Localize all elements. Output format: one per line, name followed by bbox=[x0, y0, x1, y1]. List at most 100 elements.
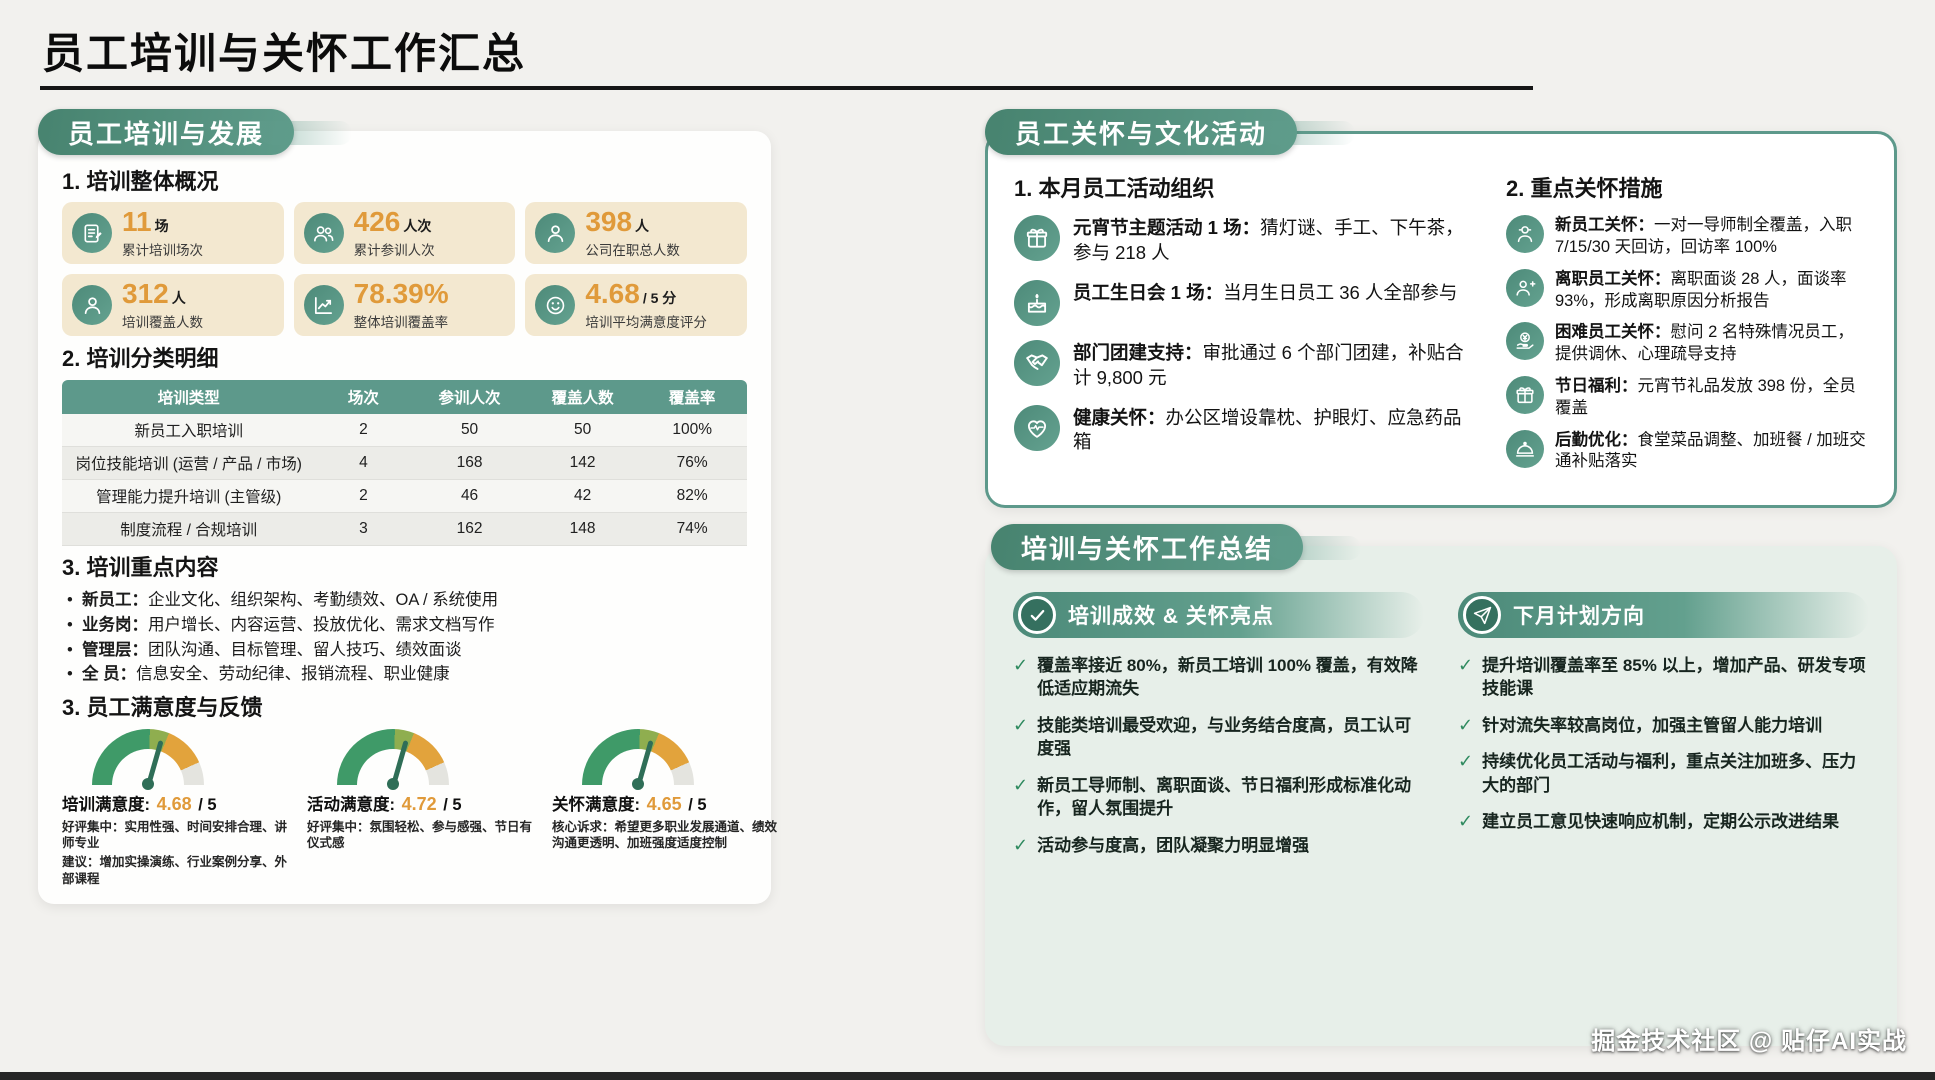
activities-heading: 1. 本月员工活动组织 bbox=[1014, 176, 1215, 201]
activity-label: 部门团建支持： bbox=[1073, 341, 1203, 363]
smiley-icon bbox=[535, 285, 576, 326]
table-cell: 76% bbox=[637, 446, 747, 480]
bullet-text: 企业文化、组织架构、考勤绩效、OA / 系统使用 bbox=[148, 591, 499, 610]
highlight-text: 技能类培训最受欢迎，与业务结合度高，员工认可度强 bbox=[1037, 715, 1412, 759]
stat-card-covered: 312 人 培训覆盖人数 bbox=[62, 274, 284, 337]
plans-column: 下月计划方向 提升培训覆盖率至 85% 以上，增加产品、研发专项技能课 针对流失… bbox=[1458, 592, 1869, 1032]
activity-item: 部门团建支持：审批通过 6 个部门团建，补贴合计 9,800 元 bbox=[1014, 339, 1480, 391]
gauge-hub bbox=[632, 777, 644, 790]
table-cell: 管理能力提升培训 (主管级) bbox=[62, 479, 316, 513]
highlights-column: 培训成效 & 关怀亮点 覆盖率接近 80%，新员工培训 100% 覆盖，有效降低… bbox=[1013, 592, 1424, 1032]
gauge-hub bbox=[387, 777, 399, 790]
table-header-cell: 覆盖人数 bbox=[527, 379, 638, 414]
page-title: 员工培训与关怀工作汇总 bbox=[42, 30, 527, 77]
care-panel: 员工关怀与文化活动 1. 本月员工活动组织 元宵节主题活动 1 场：猜灯谜、手工… bbox=[985, 109, 1897, 508]
bullet-text: 用户增长、内容运营、投放优化、需求文档写作 bbox=[148, 615, 495, 634]
summary-panel: 培训与关怀工作总结 培训成效 & 关怀亮点 覆盖率接近 80%，新员工培训 10… bbox=[985, 524, 1897, 1046]
stat-card-sessions: 11 场 累计培训场次 bbox=[62, 202, 284, 265]
table-cell: 新员工入职培训 bbox=[62, 413, 316, 447]
bullet-text: 信息安全、劳动纪律、报销流程、职业健康 bbox=[136, 665, 450, 684]
stat-label: 培训覆盖人数 bbox=[122, 314, 203, 330]
highlight-text: 活动参与度高，团队凝聚力明显增强 bbox=[1037, 835, 1310, 855]
measure-label: 节日福利： bbox=[1555, 376, 1638, 395]
list-item: 业务岗：用户增长、内容运营、投放优化、需求文档写作 bbox=[62, 613, 747, 638]
gift-icon bbox=[1014, 215, 1060, 262]
summary-panel-header: 培训与关怀工作总结 bbox=[991, 524, 1362, 570]
highlight-item: 覆盖率接近 80%，新员工培训 100% 覆盖，有效降低适应期流失 bbox=[1013, 654, 1424, 701]
gauge-caption: 培训满意度: 4.68 / 5 bbox=[62, 791, 287, 815]
gauge-caption: 活动满意度: 4.72 / 5 bbox=[307, 791, 532, 815]
gift-icon bbox=[1506, 375, 1544, 414]
table-cell: 46 bbox=[411, 479, 528, 513]
check-icon bbox=[1458, 810, 1473, 833]
stat-label: 公司在职总人数 bbox=[585, 242, 680, 258]
list-item: 管理层：团队沟通、目标管理、留人技巧、绩效面谈 bbox=[62, 638, 747, 663]
plan-item: 针对流失率较高岗位，加强主管留人能力培训 bbox=[1458, 714, 1869, 737]
stat-unit: / 5 分 bbox=[642, 289, 677, 306]
stat-card-coverage-rate: 78.39% 整体培训覆盖率 bbox=[293, 274, 516, 337]
training-table-heading: 2. 培训分类明细 bbox=[62, 346, 219, 372]
chart-up-icon bbox=[303, 285, 344, 326]
training-overview-heading: 1. 培训整体概况 bbox=[62, 169, 219, 194]
money-care-icon bbox=[1506, 322, 1544, 361]
stat-card-headcount: 398 人 公司在职总人数 bbox=[525, 202, 747, 265]
measure-label: 新员工关怀： bbox=[1555, 216, 1654, 235]
list-item: 新员工：企业文化、组织架构、考勤绩效、OA / 系统使用 bbox=[62, 588, 747, 613]
measure-item: 节日福利：元宵节礼品发放 398 份，全员覆盖 bbox=[1506, 375, 1868, 420]
stat-label: 培训平均满意度评分 bbox=[585, 314, 707, 330]
handshake-icon bbox=[1014, 339, 1060, 386]
measure-item: 困难员工关怀：慰问 2 名特殊情况员工，提供调休、心理疏导支持 bbox=[1506, 322, 1868, 366]
gauge-chart bbox=[582, 728, 694, 790]
paper-plane-icon bbox=[1463, 596, 1501, 634]
table-cell: 岗位技能培训 (运营 / 产品 / 市场) bbox=[62, 446, 316, 480]
table-cell: 142 bbox=[527, 446, 638, 480]
stat-unit: 场 bbox=[154, 217, 169, 234]
activity-item: 员工生日会 1 场：当月生日员工 36 人全部参与 bbox=[1014, 279, 1480, 326]
person-icon bbox=[535, 213, 576, 254]
stat-unit: 人 bbox=[171, 289, 186, 306]
key-content-list: 新员工：企业文化、组织架构、考勤绩效、OA / 系统使用 业务岗：用户增长、内容… bbox=[62, 588, 747, 687]
check-icon bbox=[1013, 714, 1028, 761]
check-icon bbox=[1458, 714, 1473, 737]
plan-text: 针对流失率较高岗位，加强主管留人能力培训 bbox=[1482, 715, 1823, 735]
measure-text: 食堂菜品调整、加班餐 / 加班交通补贴落实 bbox=[1555, 430, 1866, 471]
activity-text: 当月生日员工 36 人全部参与 bbox=[1223, 281, 1458, 303]
person-plus-icon bbox=[1506, 268, 1544, 307]
stat-value: 312 bbox=[122, 277, 169, 309]
table-cell: 50 bbox=[527, 413, 638, 447]
gauge-chart bbox=[337, 728, 449, 790]
table-cell: 50 bbox=[411, 413, 528, 447]
training-panel-header-label: 员工培训与发展 bbox=[68, 118, 265, 149]
table-row: 制度流程 / 合规培训 3 162 148 74% bbox=[62, 512, 747, 546]
gauge-label: 活动满意度: bbox=[307, 795, 395, 814]
highlight-text: 新员工导师制、离职面谈、节日福利形成标准化动作，留人氛围提升 bbox=[1037, 775, 1412, 819]
plan-item: 建立员工意见快速响应机制，定期公示改进结果 bbox=[1458, 810, 1869, 833]
plan-text: 持续优化员工活动与福利，重点关注加班多、压力大的部门 bbox=[1482, 752, 1857, 795]
people-icon bbox=[303, 213, 344, 254]
table-cell: 2 bbox=[315, 479, 412, 513]
bullet-label: 业务岗： bbox=[82, 615, 148, 634]
gauge-note: 核心诉求：希望更多职业发展通道、绩效沟通更透明、加班强度适度控制 bbox=[552, 819, 778, 851]
gauge-note: 好评集中：实用性强、时间安排合理、讲师专业 bbox=[62, 819, 288, 851]
stat-label: 累计培训场次 bbox=[122, 242, 203, 258]
activity-label: 健康关怀： bbox=[1073, 406, 1166, 428]
stat-label: 累计参训人次 bbox=[353, 242, 435, 258]
highlights-banner-label: 培训成效 & 关怀亮点 bbox=[1068, 605, 1274, 628]
bullet-label: 全 员： bbox=[82, 665, 137, 684]
training-panel: 员工培训与发展 1. 培训整体概况 11 场 累计培训场次 426 人次 累计参训人… bbox=[38, 109, 777, 905]
bullet-text: 团队沟通、目标管理、留人技巧、绩效面谈 bbox=[148, 640, 462, 659]
table-cell: 148 bbox=[527, 512, 638, 546]
check-icon bbox=[1458, 654, 1473, 701]
activity-label: 员工生日会 1 场： bbox=[1073, 281, 1224, 303]
measures-heading: 2. 重点关怀措施 bbox=[1506, 176, 1663, 201]
table-cell: 74% bbox=[637, 512, 747, 546]
measure-item: 后勤优化：食堂菜品调整、加班餐 / 加班交通补贴落实 bbox=[1506, 429, 1868, 474]
gauge-suffix: / 5 bbox=[688, 795, 707, 814]
stat-value: 11 bbox=[122, 205, 152, 237]
key-content-heading: 3. 培训重点内容 bbox=[62, 554, 219, 580]
highlight-item: 新员工导师制、离职面谈、节日福利形成标准化动作，留人氛围提升 bbox=[1013, 774, 1424, 821]
table-cell: 4 bbox=[315, 446, 412, 480]
stat-label: 整体培训覆盖率 bbox=[353, 314, 449, 330]
activity-text: 审批通过 6 个部门团建，补贴合计 9,800 元 bbox=[1073, 341, 1464, 388]
gauge-training-satisfaction: 培训满意度: 4.68 / 5 好评集中：实用性强、时间安排合理、讲师专业 建议… bbox=[62, 728, 288, 891]
